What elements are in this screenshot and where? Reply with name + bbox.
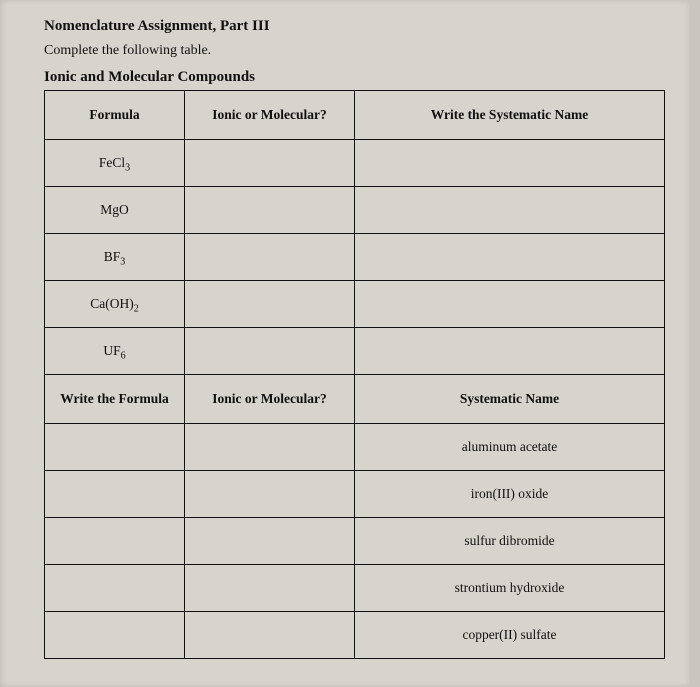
formula-cell: UF6 — [45, 328, 185, 375]
table-row: BF3 — [45, 234, 665, 281]
name-cell: copper(II) sulfate — [355, 612, 665, 659]
table-row: sulfur dibromide — [45, 518, 665, 565]
instruction-text: Complete the following table. — [44, 43, 666, 59]
name-cell: sulfur dibromide — [355, 518, 665, 565]
table-row: UF6 — [45, 328, 665, 375]
header-systematic-name: Systematic Name — [355, 375, 665, 424]
name-cell[interactable] — [355, 328, 665, 375]
formula-cell: Ca(OH)2 — [45, 281, 185, 328]
ionic-cell[interactable] — [185, 187, 355, 234]
table-row: MgO — [45, 187, 665, 234]
ionic-cell[interactable] — [185, 140, 355, 187]
formula-cell[interactable] — [45, 471, 185, 518]
header-name: Write the Systematic Name — [355, 91, 665, 140]
table-row: Ca(OH)2 — [45, 281, 665, 328]
header-formula: Formula — [45, 91, 185, 140]
assignment-title: Nomenclature Assignment, Part III — [44, 18, 666, 35]
ionic-cell[interactable] — [185, 328, 355, 375]
section-heading: Ionic and Molecular Compounds — [44, 69, 666, 86]
formula-cell: BF3 — [45, 234, 185, 281]
ionic-cell[interactable] — [185, 424, 355, 471]
worksheet-page: Nomenclature Assignment, Part III Comple… — [0, 0, 690, 687]
ionic-cell[interactable] — [185, 612, 355, 659]
formula-cell: MgO — [45, 187, 185, 234]
header-ionic-2: Ionic or Molecular? — [185, 375, 355, 424]
name-cell[interactable] — [355, 281, 665, 328]
header-ionic: Ionic or Molecular? — [185, 91, 355, 140]
formula-cell[interactable] — [45, 424, 185, 471]
header-write-formula: Write the Formula — [45, 375, 185, 424]
nomenclature-table: Formula Ionic or Molecular? Write the Sy… — [44, 90, 665, 659]
formula-cell[interactable] — [45, 565, 185, 612]
name-cell[interactable] — [355, 187, 665, 234]
table-row: copper(II) sulfate — [45, 612, 665, 659]
header-write-formula-text: Write the Formula — [60, 391, 168, 406]
ionic-cell[interactable] — [185, 234, 355, 281]
name-cell[interactable] — [355, 234, 665, 281]
table-header-row-1: Formula Ionic or Molecular? Write the Sy… — [45, 91, 665, 140]
formula-cell: FeCl3 — [45, 140, 185, 187]
ionic-cell[interactable] — [185, 518, 355, 565]
ionic-cell[interactable] — [185, 565, 355, 612]
ionic-cell[interactable] — [185, 281, 355, 328]
formula-cell[interactable] — [45, 612, 185, 659]
table-row: aluminum acetate — [45, 424, 665, 471]
name-cell: strontium hydroxide — [355, 565, 665, 612]
table-row: FeCl3 — [45, 140, 665, 187]
table-row: strontium hydroxide — [45, 565, 665, 612]
name-cell: aluminum acetate — [355, 424, 665, 471]
ionic-cell[interactable] — [185, 471, 355, 518]
formula-cell[interactable] — [45, 518, 185, 565]
name-cell: iron(III) oxide — [355, 471, 665, 518]
table-header-row-2: Write the Formula Ionic or Molecular? Sy… — [45, 375, 665, 424]
table-row: iron(III) oxide — [45, 471, 665, 518]
name-cell[interactable] — [355, 140, 665, 187]
